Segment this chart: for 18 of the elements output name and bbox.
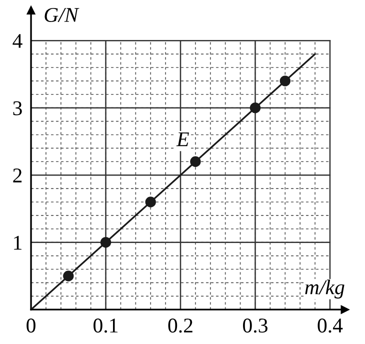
point <box>100 236 112 248</box>
x-tick-label: 0.4 <box>318 318 343 333</box>
x-tick-label: 0 <box>26 318 36 333</box>
x-tick-label: 0.3 <box>243 318 268 333</box>
point <box>190 156 201 167</box>
annotation: E <box>176 132 189 146</box>
y-tick-label: 4 <box>12 34 22 48</box>
y-tick-label: 3 <box>13 101 22 116</box>
point <box>145 196 156 208</box>
y-axis-title: G/N <box>44 8 80 22</box>
point <box>280 76 290 86</box>
y-tick-label: 1 <box>14 236 22 250</box>
y-tick-label: 2 <box>13 168 22 182</box>
point <box>250 102 261 114</box>
x-tick-label: 0.2 <box>168 318 192 333</box>
point <box>63 270 74 282</box>
x-tick-label: 0.1 <box>94 318 118 333</box>
x-axis-title: m/kg <box>305 280 344 299</box>
